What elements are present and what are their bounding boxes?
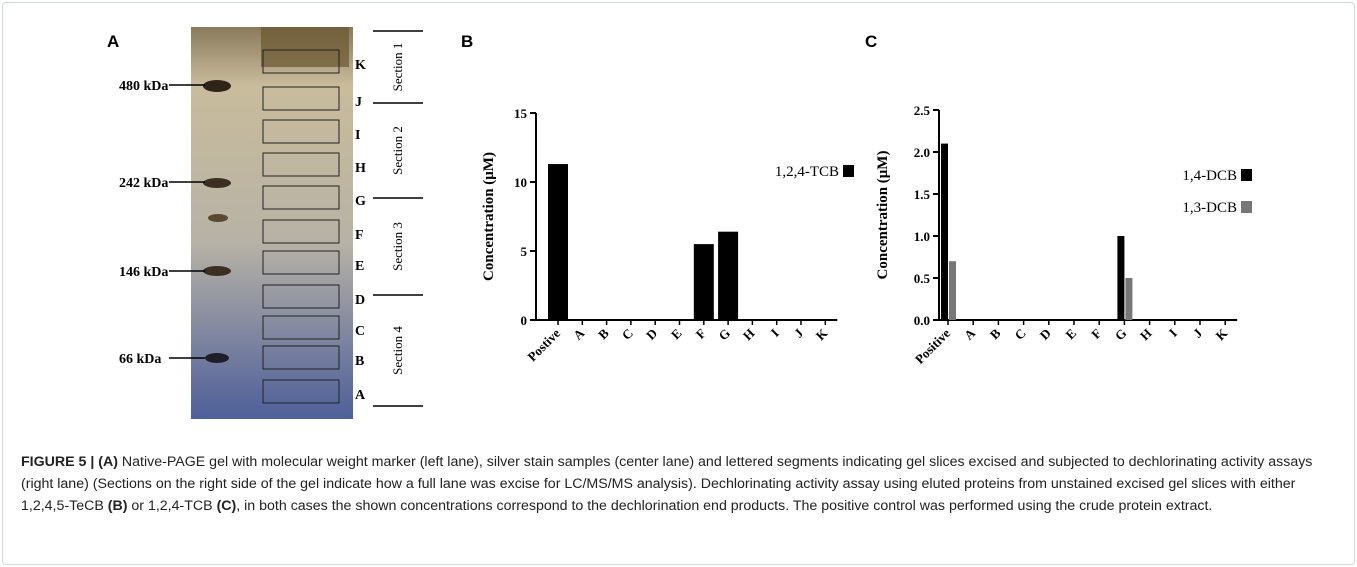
slice-box xyxy=(262,379,340,404)
caption-text: , in both cases the shown concentrations… xyxy=(236,498,1213,514)
legend-label: 1,3-DCB xyxy=(1182,200,1237,216)
x-tick-label: B xyxy=(595,325,612,342)
slice-label: G xyxy=(355,194,366,209)
slice-label: E xyxy=(355,259,364,274)
x-tick-label: Positive xyxy=(912,325,953,366)
band xyxy=(203,80,231,92)
section-label: Section 4 xyxy=(390,326,405,375)
y-axis-label: Concentration (μM) xyxy=(481,152,497,281)
section-label: Section 2 xyxy=(390,126,405,175)
slice-box xyxy=(262,185,340,210)
bar xyxy=(1117,236,1125,320)
caption-bold: FIGURE 5 | (A) xyxy=(21,454,118,470)
band xyxy=(205,353,229,363)
slice-box xyxy=(262,315,340,340)
panel-label: A xyxy=(107,32,119,51)
panel-label: B xyxy=(461,32,473,51)
slice-label: A xyxy=(355,388,366,403)
x-tick-label: D xyxy=(1037,326,1054,343)
y-tick-label: 10 xyxy=(514,175,527,190)
marker-label: 242 kDa xyxy=(119,176,168,191)
bar xyxy=(718,231,739,320)
slice-label: I xyxy=(355,128,360,143)
slice-label: C xyxy=(355,324,365,339)
x-tick-label: C xyxy=(1011,326,1028,343)
x-tick-label: F xyxy=(693,325,709,341)
legend-swatch xyxy=(1241,169,1252,181)
y-tick-label: 0.0 xyxy=(914,313,930,328)
y-tick-label: 0.5 xyxy=(914,271,931,286)
x-tick-label: A xyxy=(961,325,979,343)
legend-swatch xyxy=(1241,201,1252,213)
bar xyxy=(693,244,714,320)
y-tick-label: 5 xyxy=(521,244,528,259)
caption-text: or 1,2,4-TCB xyxy=(127,498,217,514)
slice-label: F xyxy=(355,228,364,243)
band xyxy=(203,178,231,188)
y-tick-label: 2.5 xyxy=(914,103,931,118)
x-tick-label: Postive xyxy=(524,325,563,364)
x-tick-label: D xyxy=(643,326,660,343)
x-tick-label: K xyxy=(1213,325,1231,343)
caption-bold: (B) xyxy=(107,498,128,514)
x-tick-label: A xyxy=(570,325,588,343)
x-tick-label: F xyxy=(1088,325,1104,341)
gel xyxy=(191,27,353,419)
marker-label: 480 kDa xyxy=(119,79,168,94)
x-tick-label: E xyxy=(668,326,685,343)
y-tick-label: 15 xyxy=(514,106,528,121)
slice-label: K xyxy=(355,58,366,73)
x-tick-label: I xyxy=(768,326,782,340)
slice-box xyxy=(262,345,340,370)
legend-swatch xyxy=(843,165,854,177)
marker-label: 66 kDa xyxy=(119,352,161,367)
x-tick-label: I xyxy=(1166,326,1180,340)
slice-box xyxy=(262,219,340,244)
band xyxy=(203,266,231,276)
x-tick-label: E xyxy=(1062,326,1079,343)
gel-smear xyxy=(261,27,349,67)
slice-box xyxy=(262,49,340,74)
x-tick-label: C xyxy=(619,326,636,343)
section-label: Section 1 xyxy=(390,43,405,92)
bar xyxy=(949,261,956,320)
band xyxy=(208,214,228,222)
caption: FIGURE 5 | (A) Native-PAGE gel with mole… xyxy=(21,451,1341,517)
y-tick-label: 2.0 xyxy=(914,145,930,160)
legend-label: 1,4-DCB xyxy=(1182,168,1237,184)
x-tick-label: B xyxy=(987,325,1004,342)
bar xyxy=(941,143,948,320)
slice-label: J xyxy=(355,95,362,110)
slice-box xyxy=(262,284,340,309)
panel-label: C xyxy=(865,32,877,51)
marker-label: 146 kDa xyxy=(119,265,168,280)
y-tick-label: 0 xyxy=(521,313,528,328)
slice-box xyxy=(262,119,340,144)
slice-label: D xyxy=(355,293,365,308)
bar xyxy=(1125,278,1133,320)
caption-bold: (C) xyxy=(216,498,237,514)
x-tick-label: G xyxy=(1112,326,1130,344)
y-tick-label: 1.5 xyxy=(914,187,931,202)
y-axis-label: Concentration (μM) xyxy=(875,151,891,280)
slice-label: H xyxy=(355,161,366,176)
slice-box xyxy=(262,86,340,111)
x-tick-label: H xyxy=(1137,326,1155,344)
x-tick-label: J xyxy=(1190,325,1206,341)
section-label: Section 3 xyxy=(390,222,405,271)
slice-box xyxy=(262,250,340,275)
caption-text: Native-PAGE gel with molecular weight ma… xyxy=(21,454,1313,514)
x-tick-label: H xyxy=(740,326,758,344)
legend-label: 1,2,4-TCB xyxy=(775,164,839,180)
x-tick-label: K xyxy=(813,325,831,343)
x-tick-label: J xyxy=(791,325,807,341)
x-tick-label: G xyxy=(715,326,733,344)
slice-label: B xyxy=(355,354,364,369)
bar xyxy=(548,164,568,320)
y-tick-label: 1.0 xyxy=(914,229,930,244)
slice-box xyxy=(262,152,340,177)
